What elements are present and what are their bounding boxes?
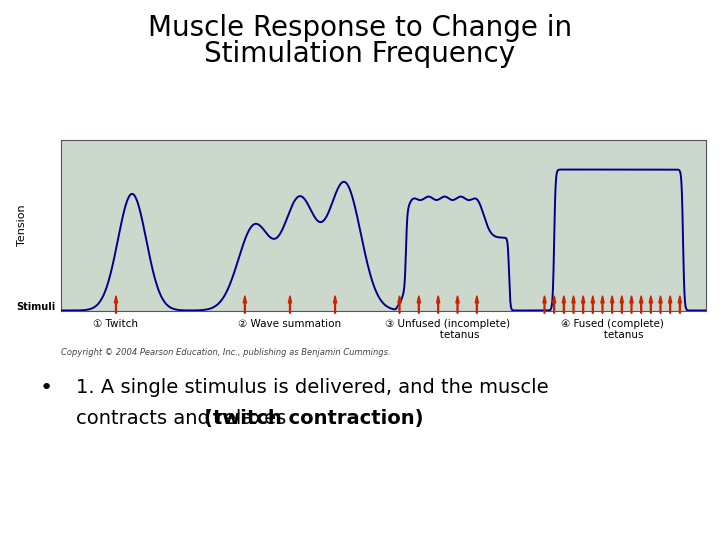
Text: Tension: Tension (17, 205, 27, 246)
Text: Stimuli: Stimuli (16, 302, 55, 312)
Text: ① Twitch: ① Twitch (94, 319, 138, 329)
Text: Stimulation Frequency: Stimulation Frequency (204, 40, 516, 69)
Text: 1. A single stimulus is delivered, and the muscle: 1. A single stimulus is delivered, and t… (76, 378, 548, 397)
Text: contracts and relaxes: contracts and relaxes (76, 409, 292, 428)
Text: ② Wave summation: ② Wave summation (238, 319, 341, 329)
Text: (twitch contraction): (twitch contraction) (204, 409, 423, 428)
Text: ③ Unfused (incomplete)
       tetanus: ③ Unfused (incomplete) tetanus (385, 319, 510, 340)
Text: Copyright © 2004 Pearson Education, Inc., publishing as Benjamin Cummings.: Copyright © 2004 Pearson Education, Inc.… (61, 348, 391, 357)
Text: Muscle Response to Change in: Muscle Response to Change in (148, 14, 572, 42)
Text: •: • (40, 378, 53, 398)
Text: ④ Fused (complete)
       tetanus: ④ Fused (complete) tetanus (561, 319, 664, 340)
